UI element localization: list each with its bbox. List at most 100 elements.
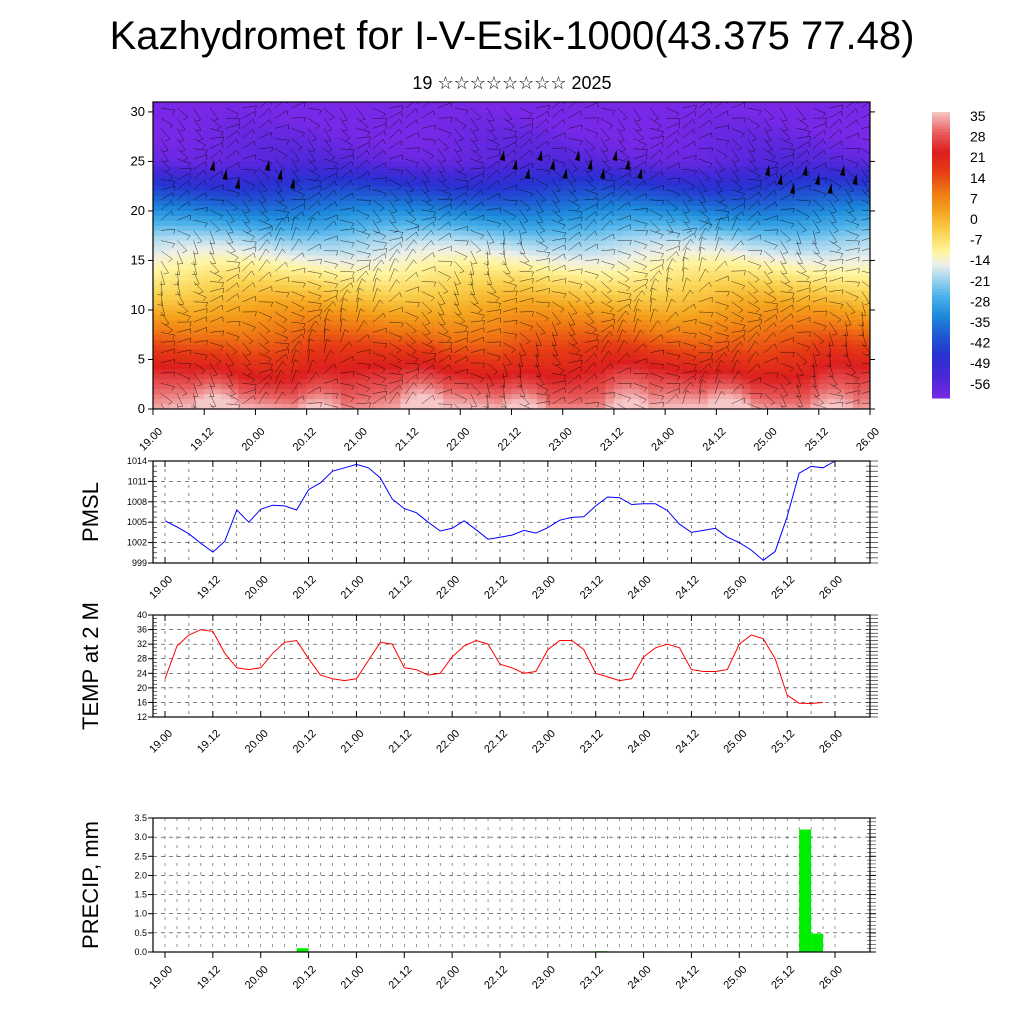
heatmap-cell (716, 151, 726, 158)
heatmap-cell (767, 329, 777, 336)
heatmap-cell (639, 235, 649, 242)
heatmap-cell (281, 230, 291, 237)
heatmap-cell (161, 121, 171, 128)
heatmap-cell (784, 255, 794, 262)
heatmap-cell (315, 275, 325, 281)
heatmap-cell (298, 131, 308, 138)
heatmap-cell (178, 260, 188, 266)
heatmap-cell (161, 309, 171, 316)
heatmap-cell (263, 111, 274, 118)
heatmap-cell (485, 156, 496, 163)
heatmap-cell (511, 210, 521, 217)
heatmap-cell (161, 176, 171, 182)
heatmap-cell (818, 265, 828, 271)
heatmap-cell (281, 309, 291, 316)
heatmap-cell (238, 305, 248, 311)
heatmap-cell (187, 151, 197, 158)
heatmap-cell (306, 260, 316, 266)
heatmap-cell (289, 404, 299, 409)
heatmap-cell (579, 260, 589, 266)
heatmap-cell (366, 339, 376, 346)
heatmap-cell (349, 349, 359, 356)
heatmap-cell (392, 295, 402, 301)
heatmap-cell (690, 240, 700, 247)
heatmap-cell (221, 359, 231, 366)
heatmap-cell (648, 314, 658, 321)
heatmap-cell (520, 230, 530, 237)
heatmap-cell (443, 196, 453, 202)
heatmap-cell (733, 106, 743, 113)
heatmap-cell (699, 245, 709, 252)
heatmap-cell (562, 116, 572, 123)
heatmap-cell (673, 245, 683, 252)
heatmap-cell (648, 329, 658, 336)
heatmap-cell (153, 369, 163, 375)
heatmap-cell (221, 201, 231, 207)
heatmap-cell (511, 191, 521, 197)
heatmap-cell (161, 220, 171, 227)
heatmap-cell (153, 374, 163, 380)
heatmap-cell (622, 379, 632, 385)
heatmap-cell (656, 106, 666, 113)
heatmap-cell (153, 250, 163, 257)
heatmap-cell (161, 349, 171, 356)
heatmap-cell (281, 240, 291, 247)
heatmap-cell (187, 394, 197, 400)
heatmap-cell (221, 260, 231, 266)
heatmap-cell (485, 309, 496, 316)
heatmap-cell (793, 364, 803, 370)
heatmap-cell (195, 384, 205, 390)
heatmap-cell (426, 255, 436, 262)
heatmap-cell (443, 106, 453, 113)
heatmap-cell (494, 186, 504, 192)
heatmap-cell (195, 250, 205, 257)
heatmap-cell (579, 354, 589, 361)
heatmap-cell (537, 404, 547, 409)
heatmap-cell (639, 205, 649, 212)
heatmap-cell (818, 250, 828, 257)
heatmap-cell (349, 295, 359, 301)
heatmap-cell (238, 171, 248, 177)
heatmap-cell (827, 250, 837, 257)
heatmap-cell (460, 280, 470, 286)
heatmap-cell (562, 161, 572, 167)
heatmap-cell (562, 305, 572, 311)
heatmap-cell (366, 394, 376, 400)
heatmap-cell (409, 309, 419, 316)
heatmap-cell (468, 245, 478, 252)
heatmap-cell (340, 186, 350, 192)
heatmap-cell (323, 389, 333, 395)
heatmap-cell (622, 146, 632, 153)
heatmap-cell (613, 300, 624, 306)
heatmap-cell (238, 215, 248, 222)
heatmap-cell (246, 121, 257, 128)
heatmap-cell (229, 359, 239, 366)
heatmap-cell (673, 240, 683, 247)
heatmap-cell (665, 121, 675, 128)
heatmap-cell (417, 324, 427, 331)
heatmap-cell (682, 176, 692, 182)
heatmap-cell (588, 255, 598, 262)
heatmap-cell (383, 265, 393, 271)
heatmap-cell (784, 305, 794, 311)
heatmap-cell (665, 399, 675, 405)
heatmap-cell (187, 196, 197, 202)
heatmap-cell (784, 280, 794, 286)
heatmap-cell (639, 300, 649, 306)
heatmap-cell (434, 205, 444, 212)
heatmap-cell (340, 339, 350, 346)
heatmap-cell (477, 156, 487, 163)
heatmap-cell (605, 369, 615, 375)
heatmap-cell (605, 141, 615, 148)
heatmap-cell (460, 102, 470, 108)
heatmap-cell (340, 334, 350, 341)
heatmap-cell (810, 225, 820, 232)
heatmap-cell (571, 260, 581, 266)
heatmap-cell (520, 235, 530, 242)
heatmap-cell (443, 250, 453, 257)
heatmap-cell (631, 121, 641, 128)
heatmap-cell (477, 161, 487, 167)
heatmap-cell (281, 305, 291, 311)
heatmap-cell (332, 240, 342, 247)
heatmap-cell (588, 250, 598, 257)
